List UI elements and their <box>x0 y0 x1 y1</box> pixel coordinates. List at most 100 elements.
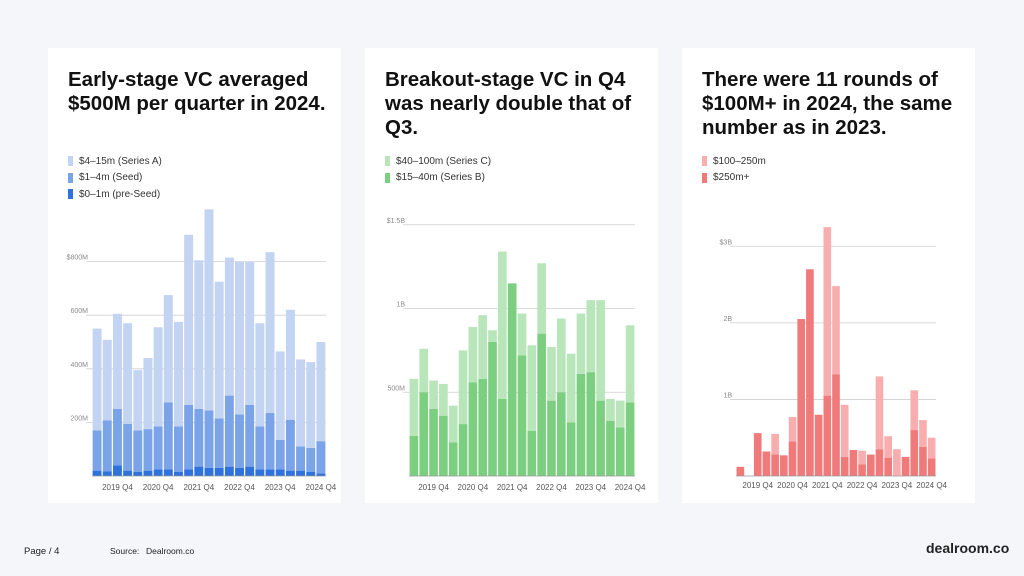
chart-legend: $4–15m (Series A) $1–4m (Seed) $0–1m (pre-… <box>68 154 162 204</box>
bar-segment <box>849 449 858 476</box>
x-tick-label: 2024 Q4 <box>306 483 337 492</box>
bar-segment <box>153 469 163 476</box>
bar-segment <box>123 323 133 424</box>
legend-swatch <box>68 156 73 166</box>
bar-segment <box>586 300 596 373</box>
y-tick-label: 200M <box>70 415 88 422</box>
bar-segment <box>468 382 478 476</box>
bar-segment <box>596 400 605 476</box>
legend-label: $4–15m (Series A) <box>79 155 162 167</box>
legend-swatch <box>702 156 707 166</box>
bar-segment <box>112 313 122 409</box>
y-tick-label: 500M <box>387 385 405 392</box>
bar-segment <box>102 339 112 421</box>
bar-segment <box>214 418 224 468</box>
bar-segment <box>194 409 204 467</box>
bar-segment <box>296 359 306 447</box>
bar-segment <box>537 333 546 476</box>
y-tick-label: 600M <box>70 308 88 315</box>
bar-segment <box>488 330 497 342</box>
bar-segment <box>771 454 779 476</box>
chart-legend: $100–250m $250m+ <box>702 154 766 187</box>
bar-segment <box>143 470 153 476</box>
bar-segment <box>875 449 884 476</box>
bar-segment <box>409 378 419 436</box>
legend-item: $40–100m (Series C) <box>385 154 491 168</box>
bar-segment <box>884 457 892 476</box>
bar-segment <box>615 427 625 476</box>
bar-segment <box>184 404 194 470</box>
bar-segment <box>615 400 625 428</box>
bar-segment <box>92 470 102 476</box>
bar-segment <box>823 395 832 476</box>
y-tick-label: $800M <box>67 255 89 262</box>
bar-segment <box>174 321 183 427</box>
bar-segment <box>771 433 779 455</box>
bar-segment <box>235 261 244 415</box>
bar-segment <box>92 328 102 431</box>
bar-segment <box>468 326 478 383</box>
legend-label: $1–4m (Seed) <box>79 172 143 183</box>
bar-segment <box>174 426 183 472</box>
bar-segment <box>204 209 214 411</box>
bar-segment <box>92 430 102 471</box>
legend-item: $1–4m (Seed) <box>68 171 162 185</box>
bar-segment <box>255 323 265 427</box>
legend-item: $100–250m <box>702 154 766 168</box>
legend-swatch <box>68 189 73 199</box>
legend-label: $100–250m <box>713 155 766 167</box>
bar-segment <box>153 327 163 427</box>
bar-segment <box>245 404 255 467</box>
bar-segment <box>566 353 576 423</box>
bar-segment <box>736 466 745 476</box>
mega-rounds-card: There were 11 rounds of $100M+ in 2024, … <box>682 48 975 503</box>
bar-segment <box>429 380 438 409</box>
bar-segment <box>919 446 927 476</box>
bar-segment <box>448 442 458 476</box>
chart-title: There were 11 rounds of $100M+ in 2024, … <box>702 68 953 139</box>
bar-segment <box>153 426 163 470</box>
x-tick-label: 2022 Q4 <box>847 481 878 490</box>
bar-segment <box>204 410 214 468</box>
bar-segment <box>112 409 122 466</box>
bar-segment <box>625 402 635 476</box>
bar-segment <box>537 263 546 334</box>
early-stage-bar-chart: 200M 400M 600M $800M 2019 Q4 2020 Q4 2021 Q4 20… <box>67 209 337 492</box>
bar-segment <box>858 450 866 465</box>
bar-segment <box>245 466 255 476</box>
bar-segment <box>163 295 173 403</box>
bar-segment <box>498 398 507 476</box>
legend-label: $40–100m (Series C) <box>396 155 492 167</box>
bar-segment <box>174 471 183 476</box>
bar-segment <box>184 469 194 476</box>
bar-segment <box>143 358 153 430</box>
x-tick-label: 2019 Q4 <box>418 483 449 492</box>
legend-swatch <box>385 156 390 166</box>
bar-segment <box>296 446 306 471</box>
source-label: Source: <box>110 546 140 556</box>
bar-segment <box>255 426 265 470</box>
early-stage-vc-card: Early-stage VC averaged $500M per quarte… <box>48 48 341 503</box>
legend-swatch <box>68 172 73 183</box>
bar-segment <box>316 441 326 474</box>
x-tick-label: 2020 Q4 <box>143 483 174 492</box>
bar-segment <box>576 313 586 374</box>
bar-segment <box>927 458 936 476</box>
bar-segment <box>275 469 285 476</box>
bar-segment <box>832 286 840 375</box>
y-tick-label: $3B <box>720 239 733 246</box>
bar-segment <box>102 471 112 476</box>
bar-segment <box>265 413 275 470</box>
page-number: Page / 4 <box>24 546 60 557</box>
legend-item: $4–15m (Series A) <box>68 154 162 168</box>
chart-title: Early-stage VC averaged $500M per quarte… <box>68 68 326 115</box>
bar-segment <box>498 251 507 399</box>
x-tick-label: 2020 Q4 <box>458 483 489 492</box>
bar-segment <box>429 409 438 476</box>
x-tick-label: 2019 Q4 <box>742 481 773 490</box>
bar-segment <box>235 467 244 476</box>
bar-segment <box>606 420 615 476</box>
bar-segment <box>488 342 497 476</box>
legend-item: $0–1m (pre-Seed) <box>68 187 162 201</box>
bar-segment <box>517 313 527 356</box>
